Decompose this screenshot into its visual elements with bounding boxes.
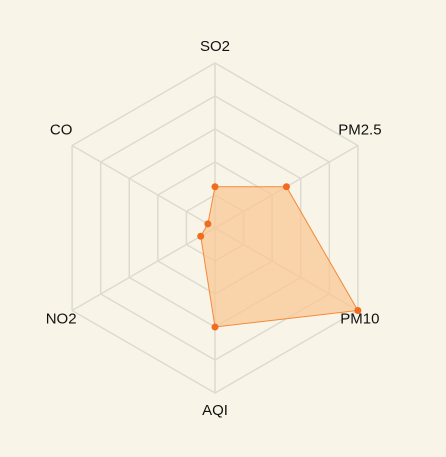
radar-series [197,183,362,331]
axis-label-so2: SO2 [200,38,230,55]
axis-label-co: CO [50,122,73,139]
data-point-pm2-5[interactable] [282,183,290,191]
axis-label-no2: NO2 [46,311,77,328]
data-point-co[interactable] [204,220,212,228]
data-point-pm10[interactable] [354,307,362,314]
axis-line-no2 [71,227,216,312]
data-point-so2[interactable] [211,183,219,191]
axis-line-co [71,144,216,229]
data-point-no2[interactable] [197,232,205,240]
axis-label-pm2-5: PM2.5 [338,122,381,139]
axis-label-aqi: AQI [202,402,228,419]
axis-label-pm10: PM10 [340,311,379,328]
data-point-aqi[interactable] [211,323,219,331]
radar-axis-labels: SO2 PM2.5 PM10 AQI NO2 CO [46,38,382,419]
series-area-0 [200,186,359,328]
